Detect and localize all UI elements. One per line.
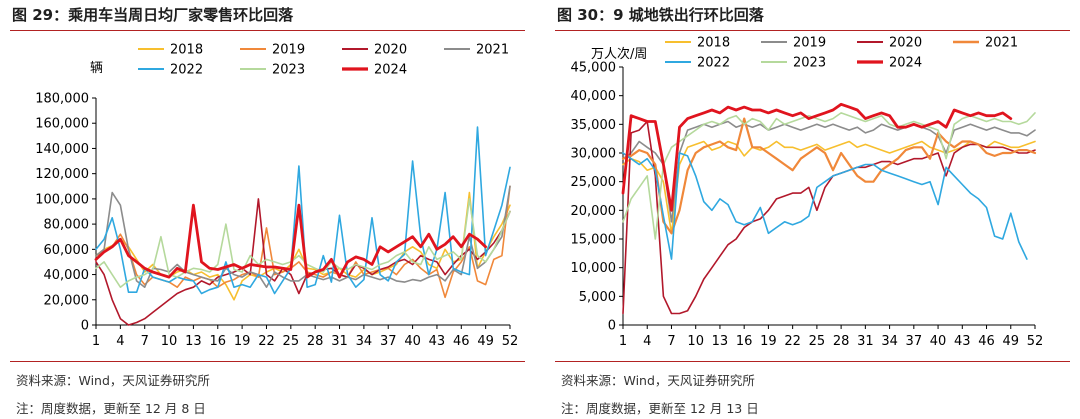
legend-label-2022: 2022: [697, 56, 730, 71]
y-tick-label: 40,000: [571, 89, 617, 104]
legend-label-2018: 2018: [697, 36, 730, 51]
y-tick-label: 40,000: [44, 268, 90, 283]
x-tick-label: 10: [161, 334, 178, 349]
series-line-2023: [95, 198, 511, 288]
legend-label-2018: 2018: [170, 43, 203, 58]
x-tick-label: 22: [258, 334, 275, 349]
y-tick-label: 0: [81, 319, 89, 334]
x-tick-label: 4: [643, 334, 651, 349]
x-tick-label: 25: [809, 334, 826, 349]
x-tick-label: 40: [930, 334, 947, 349]
x-tick-label: 19: [234, 334, 251, 349]
series-line-2022: [95, 126, 511, 295]
y-tick-label: 100,000: [35, 192, 89, 207]
y-axis-label: 万人次/周: [591, 46, 647, 62]
right-chart-panel: 图 30：9 城地铁出行环比回落 0 5,000 10,000 15,000 20,00…: [555, 0, 1070, 419]
x-tick-label: 31: [331, 334, 348, 349]
right-line-chart: 0 5,000 10,000 15,000 20,000 25,000 30,000 35,0…: [571, 36, 1044, 350]
x-tick-label: 1: [619, 334, 627, 349]
series-line-2018: [622, 140, 1036, 235]
x-tick-label: 22: [784, 334, 801, 349]
right-bottom-rule: [555, 361, 1070, 362]
y-tick-label: 10,000: [571, 261, 617, 276]
left-chart-title: 图 29：乘用车当周日均厂家零售环比回落: [12, 6, 294, 24]
legend-label-2019: 2019: [793, 36, 826, 51]
left-note-text: 注：周度数据，更新至 12 月 8 日: [16, 401, 206, 416]
series-line-2024: [621, 102, 1013, 212]
x-tick-label: 43: [954, 334, 971, 349]
right-source-text: 资料来源：Wind，天风证券研究所: [561, 373, 755, 388]
x-tick-label: 34: [881, 334, 898, 349]
x-tick-label: 43: [429, 334, 446, 349]
y-tick-label: 20,000: [44, 293, 90, 308]
y-tick-label: 5,000: [579, 290, 616, 305]
left-title-rule: [10, 30, 525, 31]
legend-label-2024: 2024: [889, 56, 922, 71]
legend-label-2023: 2023: [272, 63, 305, 78]
y-tick-label: 30,000: [571, 147, 617, 162]
x-tick-label: 28: [307, 334, 324, 349]
series-line-2024: [94, 203, 488, 279]
left-line-chart: 0 20,000 40,000 60,000 80,000 100,000 120,000 1…: [35, 43, 519, 350]
y-tick-label: 0: [608, 319, 616, 334]
x-tick-label: 7: [667, 334, 675, 349]
x-tick-label: 19: [760, 334, 777, 349]
y-tick-label: 15,000: [571, 233, 617, 248]
series-line-2021: [621, 117, 1037, 235]
legend-label-2021: 2021: [985, 36, 1018, 51]
x-tick-label: 46: [453, 334, 470, 349]
y-tick-label: 140,000: [35, 142, 89, 157]
x-tick-label: 10: [687, 334, 704, 349]
y-tick-label: 20,000: [571, 204, 617, 219]
y-tick-label: 180,000: [35, 92, 89, 107]
x-tick-label: 7: [141, 334, 149, 349]
x-tick-label: 31: [857, 334, 874, 349]
series-line-2020: [95, 198, 511, 326]
series-line-2021: [95, 185, 511, 288]
y-tick-label: 80,000: [44, 218, 90, 233]
legend-label-2020: 2020: [374, 43, 407, 58]
legend-label-2021: 2021: [476, 43, 509, 58]
series-line-2023: [622, 112, 1036, 240]
x-tick-label: 25: [283, 334, 300, 349]
x-tick-label: 1: [92, 334, 100, 349]
legend-label-2022: 2022: [170, 63, 203, 78]
left-chart-panel: 图 29：乘用车当周日均厂家零售环比回落 0 20,000 40,000 60,000…: [10, 0, 525, 419]
x-tick-label: 4: [116, 334, 124, 349]
legend-label-2023: 2023: [793, 56, 826, 71]
y-tick-label: 60,000: [44, 243, 90, 258]
x-tick-label: 52: [502, 334, 519, 349]
legend-label-2020: 2020: [889, 36, 922, 51]
series-line-2022: [622, 152, 1028, 260]
x-tick-label: 49: [477, 334, 494, 349]
x-tick-label: 49: [1002, 334, 1019, 349]
y-tick-label: 160,000: [35, 117, 89, 132]
x-tick-label: 13: [712, 334, 729, 349]
y-tick-label: 25,000: [571, 175, 617, 190]
x-tick-label: 34: [356, 334, 373, 349]
x-tick-label: 16: [736, 334, 753, 349]
y-tick-label: 35,000: [571, 118, 617, 133]
series-line-2019: [622, 120, 1036, 223]
series-line-2020: [622, 120, 1036, 315]
y-tick-label: 45,000: [571, 61, 617, 76]
right-note-text: 注：周度数据，更新至 12 月 13 日: [561, 401, 759, 416]
x-tick-label: 37: [906, 334, 923, 349]
y-axis-label: 辆: [90, 61, 103, 76]
left-source-text: 资料来源：Wind，天风证券研究所: [16, 373, 210, 388]
y-tick-label: 120,000: [35, 167, 89, 182]
x-tick-label: 37: [380, 334, 397, 349]
legend-label-2024: 2024: [374, 63, 407, 78]
x-tick-label: 28: [833, 334, 850, 349]
x-tick-label: 52: [1027, 334, 1044, 349]
right-title-rule: [555, 30, 1070, 31]
x-tick-label: 46: [978, 334, 995, 349]
left-bottom-rule: [10, 361, 525, 362]
x-tick-label: 13: [185, 334, 202, 349]
x-tick-label: 40: [404, 334, 421, 349]
right-chart-title: 图 30：9 城地铁出行环比回落: [557, 6, 764, 24]
x-tick-label: 16: [209, 334, 226, 349]
legend-label-2019: 2019: [272, 43, 305, 58]
